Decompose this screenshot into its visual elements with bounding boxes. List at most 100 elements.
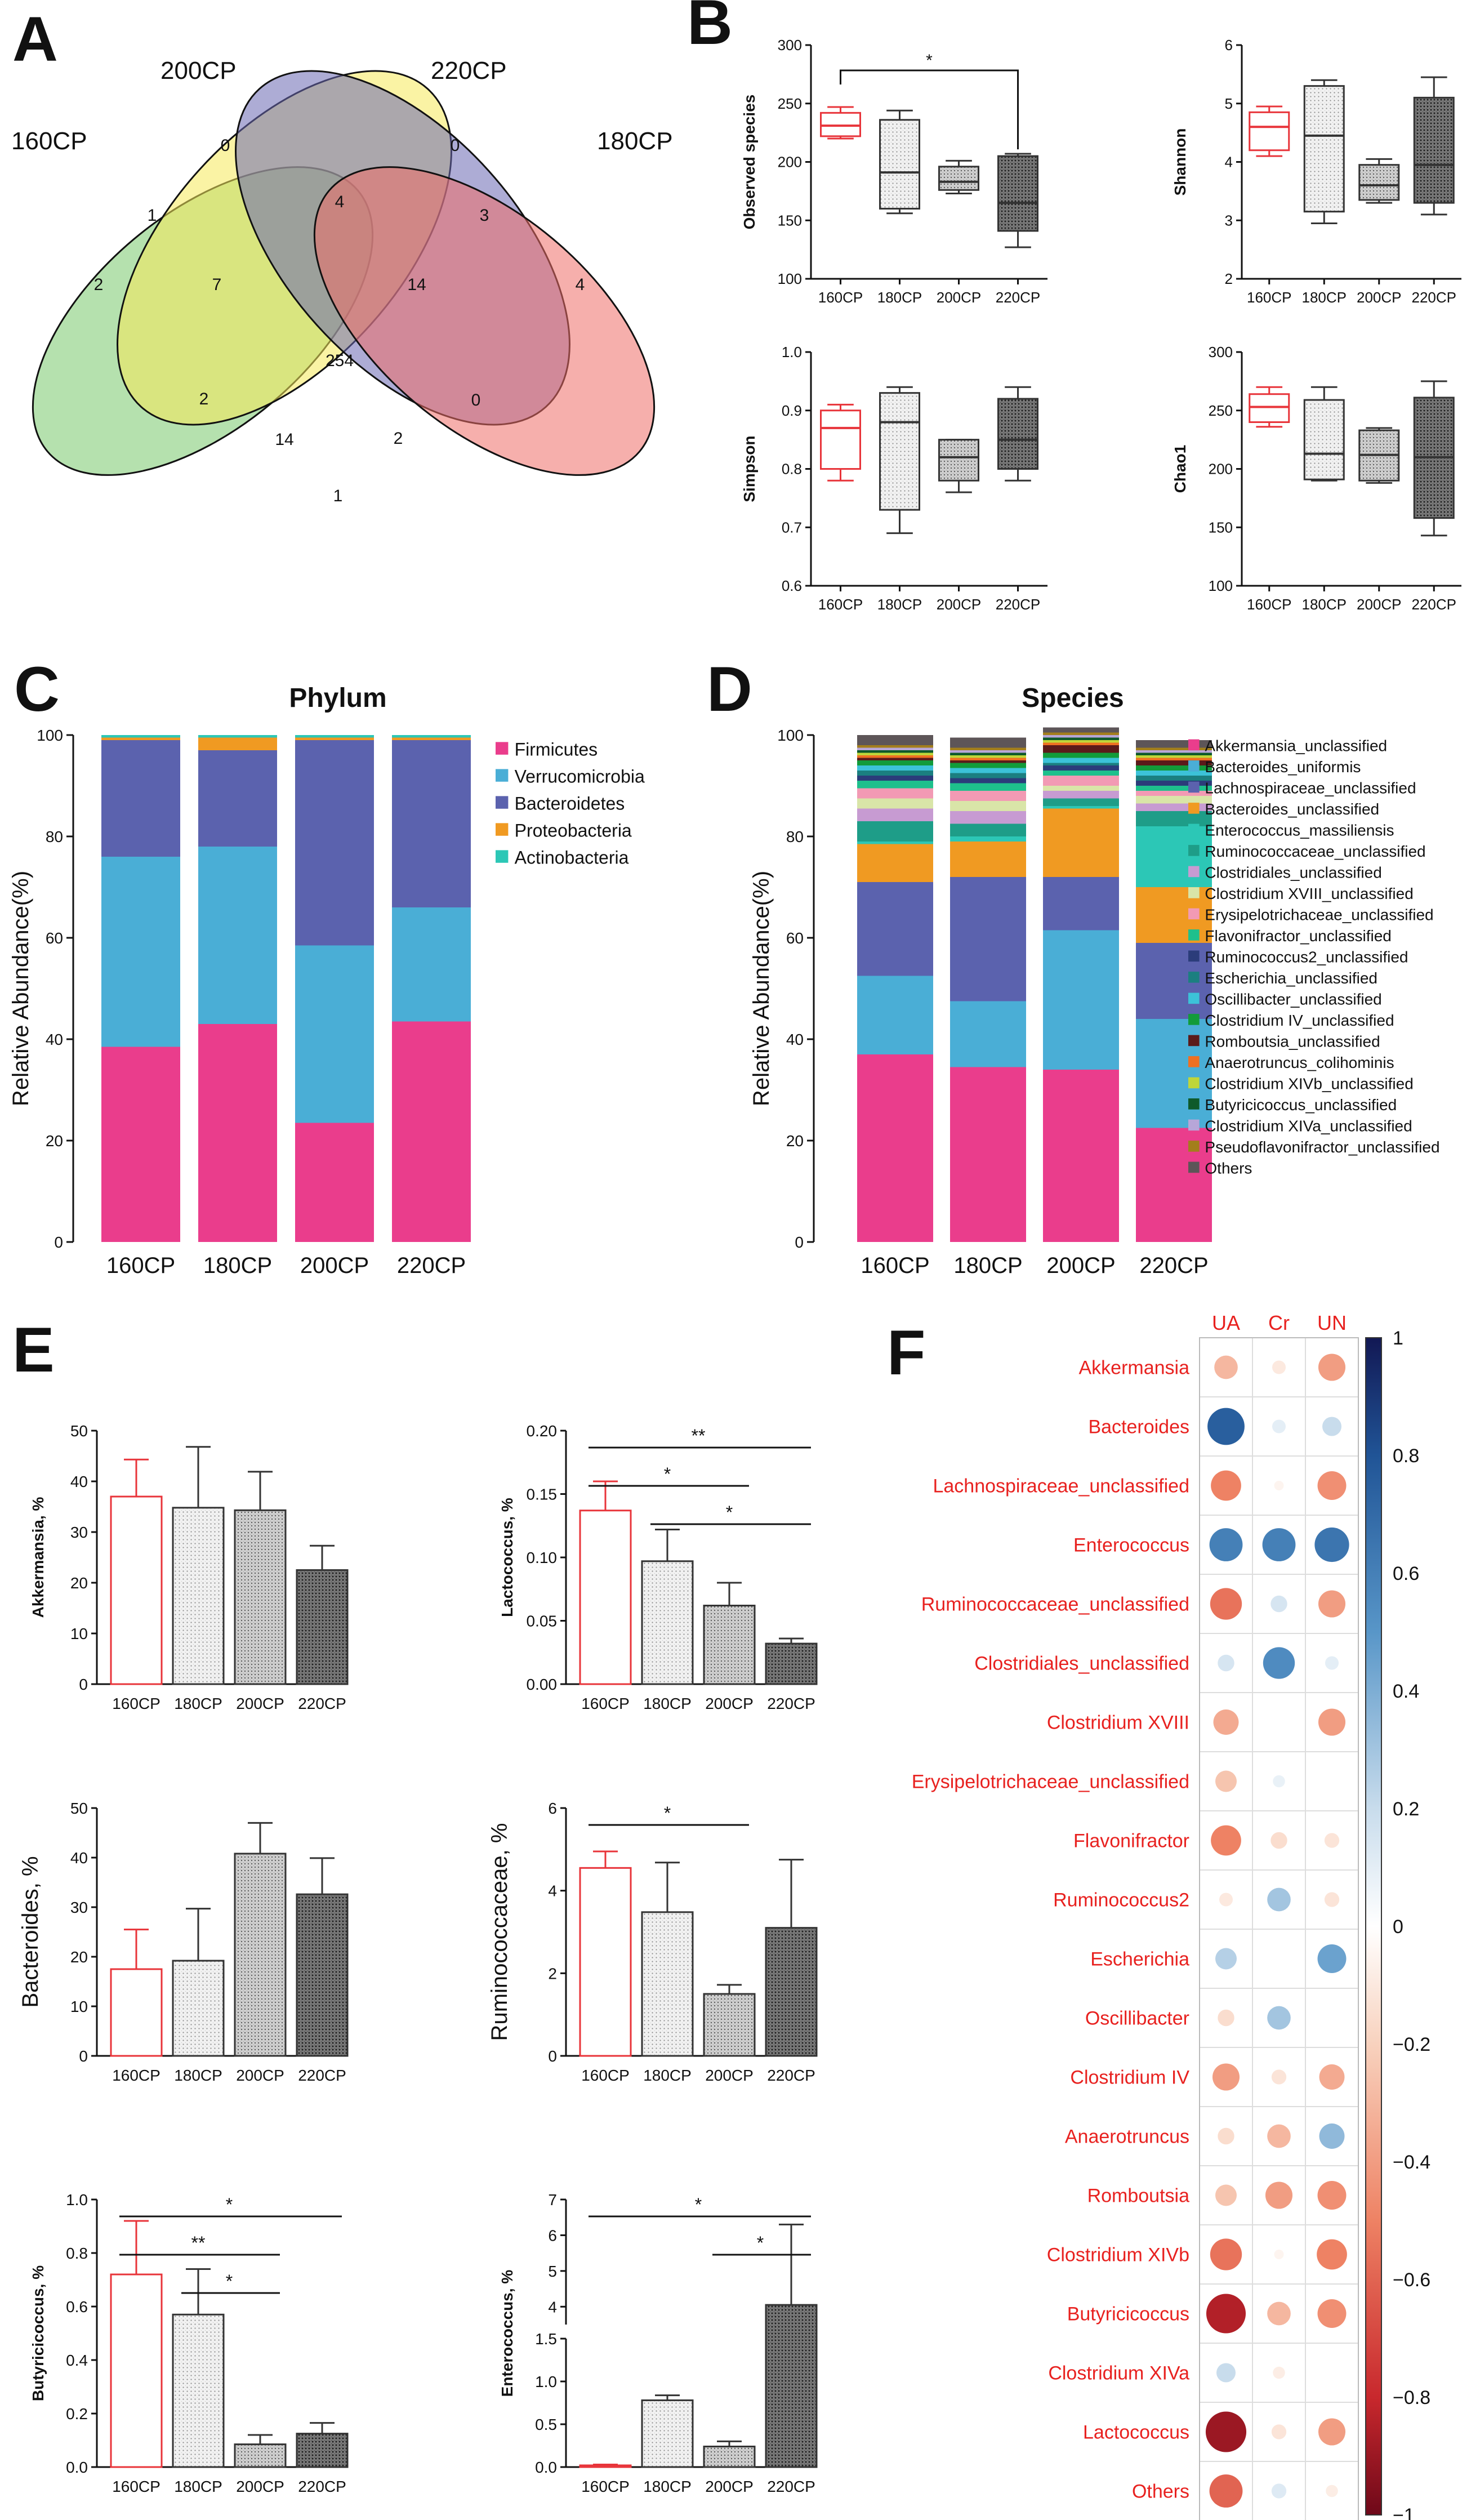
legend-swatch-Lachnospiraceae_unclassified [1188,781,1200,793]
bar-200CP [703,2446,756,2468]
legend-label: Bacteroidetes [515,793,625,813]
corr-circle-Anaerotruncus-UA [1218,2127,1234,2145]
bar-220CP [296,2433,349,2468]
boxplot-box-180CP [1303,85,1345,213]
stacked-segment-Butyricicoccus_unclassified [950,753,1026,755]
boxplot-x-tick-label: 180CP [877,596,922,613]
corr-row-label: Enterococcus [1073,1535,1189,1556]
corr-row-label: Clostridiales_unclassified [974,1653,1189,1675]
stacked-segment-Clostridium XIVa_unclassified [950,750,1026,753]
venn-count-only_180: 4 [576,275,585,294]
bar-x-tick-label: 220CP [298,2478,346,2495]
corr-circle-Bacteroides-UN [1322,1417,1341,1436]
bar-y-tick-label: 0 [79,1676,88,1693]
bar-x-tick-label: 220CP [767,2478,815,2495]
colorbar-tick-label: 0 [1393,1916,1403,1938]
stacked-segment-Flavonifractor_unclassified [950,783,1026,791]
panel-label-D: D [707,654,752,724]
stacked-segment-Enterococcus_massiliensis [857,842,933,844]
colorbar-tick-label: −0.6 [1393,2269,1430,2291]
boxplot-y-tick-label: 100 [1209,577,1233,594]
boxplot-y-tick-label: 0.9 [782,402,802,419]
corr-circle-Clostridium XIVb-Cr [1274,2250,1284,2259]
stacked-segment-Clostridiales_unclassified [1043,791,1119,799]
stacked-segment-Clostridium IV_unclassified [950,763,1026,768]
boxplot-box-200CP [938,439,979,482]
stacked-segment-Clostridium XIVb_unclassified [857,753,933,755]
stacked-y-tick-label: 80 [46,828,63,845]
colorbar-tick-label: −1 [1393,2505,1415,2520]
stacked-segment-Proteobacteria [392,737,471,740]
stacked-segment-Akkermansia_unclassified [857,1054,933,1242]
bar-y-label: Enterococcus, % [498,2270,516,2397]
boxplot-box-180CP [1303,399,1345,480]
bar-x-tick-label: 200CP [236,1695,284,1712]
stacked-segment-Pseudoflavonifractor_unclassified [950,747,1026,750]
panel-label-F: F [887,1317,925,1388]
corr-circle-Akkermansia-Cr [1272,1360,1286,1374]
bar-x-tick-label: 200CP [705,2067,754,2084]
corr-circle-Ruminococcus2-UN [1324,1892,1340,1907]
stacked-segment-Anaerotruncus_colihominis [1136,758,1212,760]
colorbar-tick-label: −0.8 [1393,2387,1430,2408]
stacked-segment-Bacteroidetes [295,740,374,946]
bar-y-tick-label: 10 [70,1625,88,1642]
stacked-segment-Erysipelotrichaceae_unclassified [1136,791,1212,796]
stacked-segment-Romboutsia_unclassified [857,758,933,760]
stacked-segment-Bacteroides_unclassified [1043,808,1119,877]
bar-y-tick-label: 20 [70,1574,88,1592]
corr-circle-Romboutsia-Cr [1265,2181,1293,2209]
stacked-segment-Clostridium IV_unclassified [857,760,933,765]
boxplot-y-label: Shannon [1171,128,1189,196]
corr-circle-Akkermansia-UA [1214,1355,1238,1379]
venn-count-c200_220_180: 14 [407,275,426,294]
legend-swatch-Verrucomicrobia [496,769,509,782]
boxplot-x-tick-label: 160CP [1247,289,1292,306]
stacked-segment-Anaerotruncus_colihominis [950,758,1026,760]
legend-swatch-Anaerotruncus_colihominis [1188,1056,1200,1067]
bar-220CP [765,2304,818,2468]
stacked-segment-Flavonifractor_unclassified [857,781,933,789]
stacked-y-tick-label: 80 [786,828,804,845]
legend-label: Clostridium XIVb_unclassified [1205,1075,1413,1093]
corr-circle-Romboutsia-UN [1317,2181,1347,2210]
bar-y-tick-label: 0 [79,2047,88,2065]
stacked-segment-Clostridium XVIII_unclassified [1136,796,1212,804]
stacked-segment-Firmicutes [295,1123,374,1242]
stacked-x-tick-label: 180CP [953,1253,1022,1278]
corr-circle-Butyricicoccus-UN [1317,2299,1347,2328]
corr-row-label: Lactococcus [1083,2422,1189,2443]
colorbar-tick-label: 0.4 [1393,1681,1419,1702]
stacked-segment-Bacteroidetes [392,740,471,907]
boxplot-significance-mark: * [926,51,933,70]
corr-cell [1252,1692,1306,1752]
bar-200CP [234,2443,287,2468]
legend-label: Anaerotruncus_colihominis [1205,1054,1394,1071]
stacked-segment-Escherichia_unclassified [950,773,1026,778]
boxplot-box-160CP [1249,393,1290,424]
bar-220CP [296,1893,349,2057]
bar-y-tick-label: 0 [548,2047,557,2065]
bar-x-tick-label: 180CP [174,2067,222,2084]
legend-swatch-Flavonifractor_unclassified [1188,929,1200,941]
panel-cd-stacked-bars: Phylum 0 20 40 60 80 100 Relative Abundance(%) 1… [8,683,1440,1278]
bar-y-tick-label: 0.2 [66,2405,88,2423]
boxplot-y-tick-label: 150 [1209,519,1233,536]
legend-swatch-Others [1188,1161,1200,1173]
legend-swatch-Enterococcus_massiliensis [1188,823,1200,835]
boxplot-y-tick-label: 4 [1225,154,1233,171]
legend-swatch-Ruminococcus2_unclassified [1188,950,1200,962]
legend-swatch-Clostridium XIVb_unclassified [1188,1077,1200,1089]
corr-circle-Clostridium XIVb-UA [1210,2238,1242,2270]
bar-x-tick-label: 160CP [112,1695,161,1712]
stacked-segment-Butyricicoccus_unclassified [1043,737,1119,740]
legend-label: Escherichia_unclassified [1205,969,1378,987]
stacked-y-tick-label: 60 [786,929,804,947]
legend-swatch-Bacteroidetes [496,796,509,809]
bar-y-tick-label: 10 [70,1998,88,2015]
panel-b-boxplots: 100 150 200 250 300 Observed species 160CP 180C… [741,37,1461,613]
stacked-segment-Others [950,737,1026,748]
bar-x-tick-label: 200CP [236,2478,284,2495]
stacked-segment-Flavonifractor_unclassified [1043,771,1119,776]
boxplot-box-160CP [820,112,861,137]
